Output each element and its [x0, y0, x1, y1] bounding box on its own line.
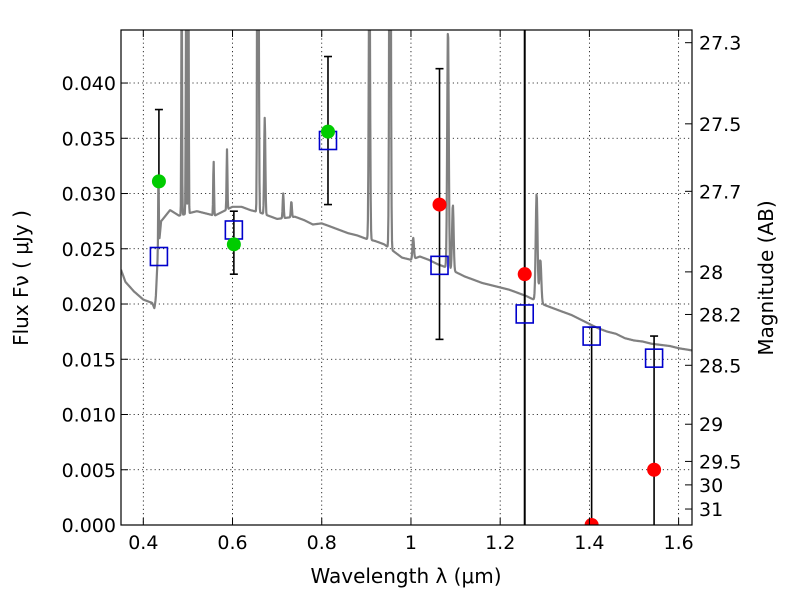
right-tick-label: 27.7 — [699, 181, 741, 203]
right-tick-label: 31 — [699, 499, 723, 521]
nondetection-point — [517, 267, 532, 282]
right-tick-label: 28.2 — [699, 304, 741, 326]
nondetection-point — [647, 462, 662, 477]
x-tick-label: 1.6 — [664, 532, 694, 554]
x-tick-label: 0.6 — [217, 532, 247, 554]
y-tick-label: 0.025 — [62, 239, 116, 261]
marker-layer — [149, 124, 664, 525]
y-tick-label: 0.010 — [62, 405, 116, 427]
right-tick-label: 27.5 — [699, 114, 741, 136]
y-tick-label: 0.020 — [62, 294, 116, 316]
x-tick-label: 1.4 — [574, 532, 604, 554]
y-tick-label: 0.000 — [62, 515, 116, 537]
x-tick-label: 1.2 — [485, 532, 515, 554]
model-point — [149, 246, 169, 267]
y-axis-label: Flux Fν ( μJy ) — [9, 210, 33, 346]
right-tick-label: 29 — [699, 414, 723, 436]
nondetection-point — [432, 197, 447, 212]
y-tick-label: 0.035 — [62, 128, 116, 150]
right-tick-label: 29.5 — [699, 451, 741, 473]
right-tick-label: 30 — [699, 475, 723, 497]
x-tick-label: 0.8 — [307, 532, 337, 554]
y-tick-label: 0.040 — [62, 73, 116, 95]
detection-point — [320, 124, 335, 139]
right-axis-label: Magnitude (AB) — [754, 200, 778, 355]
detection-point — [226, 237, 241, 252]
x-tick-label: 0.4 — [128, 532, 158, 554]
plot-frame — [120, 29, 693, 526]
detection-point — [151, 174, 166, 189]
x-axis-label: Wavelength λ (μm) — [310, 564, 501, 588]
y-tick-label: 0.015 — [62, 349, 116, 371]
model-point — [582, 326, 601, 346]
grid-layer — [121, 30, 692, 526]
nondetection-point — [584, 518, 599, 525]
y-tick-label: 0.005 — [62, 460, 116, 482]
model-point — [430, 255, 449, 276]
right-tick-label: 27.3 — [699, 33, 741, 55]
y-tick-label: 0.030 — [62, 184, 116, 206]
tick-layer: 0.4 0.6 0.8 1 1.2 1.4 1.6 0.000 0.005 0.010 0.015 0… — [62, 30, 741, 554]
plot-area — [121, 30, 692, 525]
model-point — [644, 348, 664, 368]
right-tick-label: 28.5 — [699, 355, 741, 377]
plot-background — [121, 30, 692, 525]
right-tick-label: 28 — [699, 262, 723, 284]
x-tick-label: 1 — [405, 532, 417, 554]
model-point — [515, 304, 535, 324]
